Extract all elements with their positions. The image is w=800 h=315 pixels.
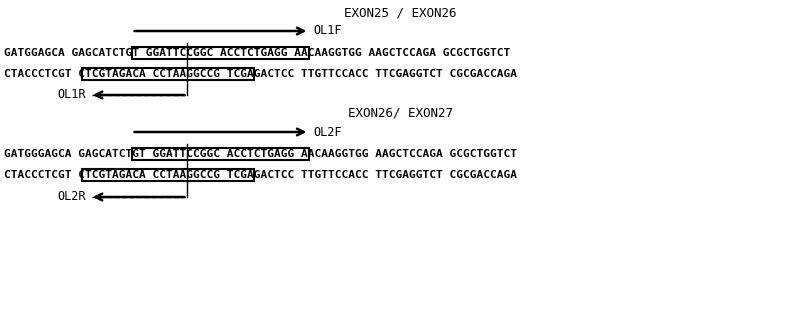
Bar bbox=[82, 169, 254, 181]
Bar bbox=[132, 148, 310, 160]
Text: GATGGAGCA GAGCATCTGT GGATTCCGGC ACCTCTGAGG AACAAGGTGG AAGCTCCAGA GCGCTGGTCT: GATGGAGCA GAGCATCTGT GGATTCCGGC ACCTCTGA… bbox=[4, 48, 510, 58]
Text: EXON25 / EXON26: EXON25 / EXON26 bbox=[344, 7, 456, 20]
Text: CTACCCTCGT CTCGTAGACA CCTAAGGCCG TCGAGACTCC TTGTTCCACC TTCGAGGTCT CGCGACCAGA: CTACCCTCGT CTCGTAGACA CCTAAGGCCG TCGAGAC… bbox=[4, 69, 517, 79]
Text: OL1F: OL1F bbox=[314, 25, 342, 37]
Text: GATGGGAGCA GAGCATCTGT GGATTCCGGC ACCTCTGAGG AACAAGGTGG AAGCTCCAGA GCGCTGGTCT: GATGGGAGCA GAGCATCTGT GGATTCCGGC ACCTCTG… bbox=[4, 149, 517, 159]
Bar bbox=[82, 68, 254, 80]
Text: EXON26/ EXON27: EXON26/ EXON27 bbox=[347, 107, 453, 120]
Text: OL2R: OL2R bbox=[58, 191, 86, 203]
Text: OL1R: OL1R bbox=[58, 89, 86, 101]
Bar bbox=[132, 47, 310, 59]
Text: OL2F: OL2F bbox=[314, 125, 342, 139]
Text: CTACCCTCGT CTCGTAGACA CCTAAGGCCG TCGAGACTCC TTGTTCCACC TTCGAGGTCT CGCGACCAGA: CTACCCTCGT CTCGTAGACA CCTAAGGCCG TCGAGAC… bbox=[4, 170, 517, 180]
